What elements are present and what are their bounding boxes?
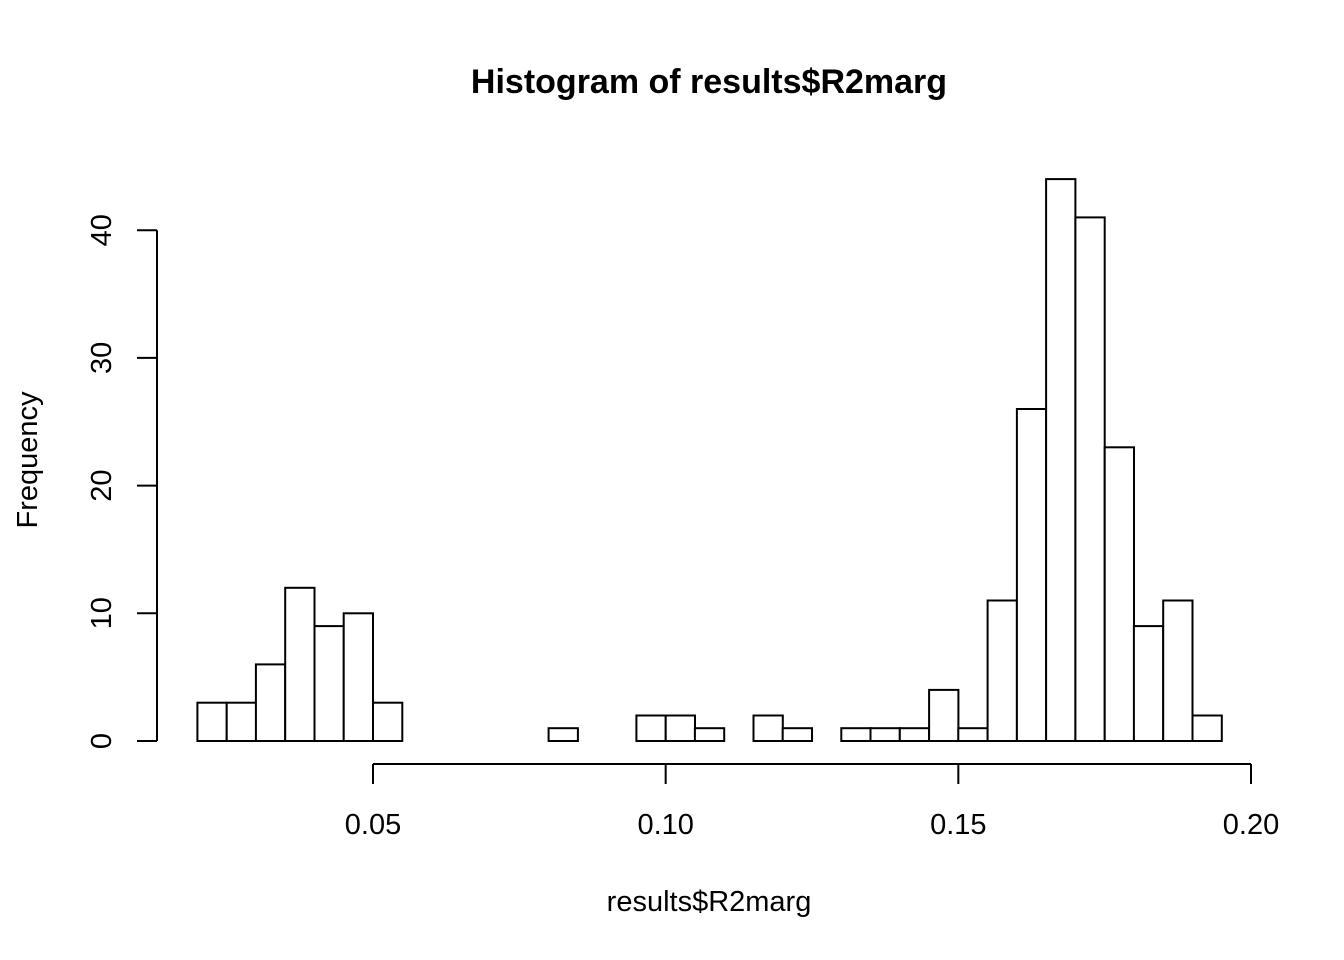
histogram-bar <box>957 727 989 743</box>
x-tick-label: 0.15 <box>930 809 986 841</box>
y-tick-label: 10 <box>86 597 118 629</box>
histogram-bar <box>869 727 901 743</box>
histogram-bar <box>928 688 960 743</box>
histogram-bar <box>635 714 667 742</box>
y-tick-label: 40 <box>86 214 118 246</box>
histogram-bar <box>547 727 579 743</box>
x-tick-label: 0.05 <box>345 809 401 841</box>
histogram-bar <box>1132 625 1165 742</box>
y-tick-label: 20 <box>86 469 118 501</box>
histogram-bar <box>986 599 1018 742</box>
histogram-bar <box>1162 599 1194 742</box>
histogram-bar <box>840 727 872 743</box>
y-tick-label: 30 <box>86 342 118 374</box>
histogram-bar <box>196 701 228 743</box>
histogram-bar <box>898 727 931 743</box>
histogram-bar <box>342 612 375 742</box>
histogram-bar <box>284 586 316 742</box>
histogram-bar <box>372 701 404 743</box>
chart-title: Histogram of results$R2marg <box>471 63 947 101</box>
x-tick-label: 0.10 <box>637 809 693 841</box>
histogram-bar <box>1191 714 1223 742</box>
x-tick-label: 0.20 <box>1223 809 1279 841</box>
histogram-bar <box>752 714 784 742</box>
histogram-bar <box>313 625 345 742</box>
y-tick-label: 0 <box>86 733 118 749</box>
x-axis: 0.05 0.10 0.15 0.20 <box>345 763 1279 841</box>
y-axis: 0 10 20 30 40 <box>86 214 158 749</box>
histogram-bar <box>693 727 726 743</box>
bars-group <box>196 178 1223 743</box>
histogram-bar <box>1015 408 1048 742</box>
y-axis-label: Frequency <box>12 391 44 529</box>
histogram-bar <box>664 714 697 742</box>
histogram-bar <box>1103 446 1135 742</box>
histogram-bar <box>254 663 287 743</box>
histogram-bar <box>1045 178 1077 743</box>
histogram-bar <box>1074 216 1106 742</box>
histogram-bar <box>781 727 814 743</box>
x-axis-label: results$R2marg <box>607 886 812 918</box>
histogram-bar <box>225 701 257 743</box>
